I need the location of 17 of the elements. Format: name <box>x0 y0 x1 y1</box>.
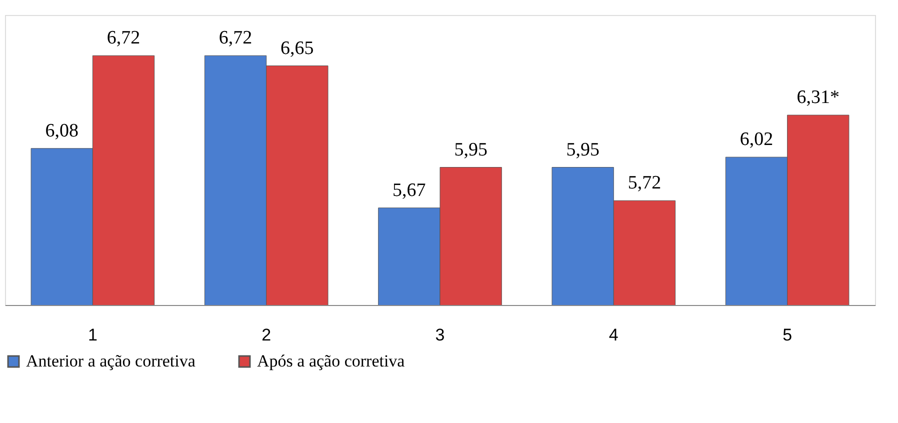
data-label: 6,65 <box>280 38 314 59</box>
data-label: 6,08 <box>45 120 78 142</box>
x-tick-label: 2 <box>262 326 272 344</box>
legend-label: Anterior a ação corretiva <box>26 352 196 371</box>
data-label: 6,02 <box>740 129 774 150</box>
x-tick-label: 1 <box>88 326 98 344</box>
data-label: 5,95 <box>566 139 600 160</box>
data-label: 5,72 <box>628 172 662 194</box>
data-label: 6,72 <box>218 28 252 49</box>
data-label: 5,67 <box>392 180 426 201</box>
x-tick-label: 5 <box>782 326 792 344</box>
data-label: 6,72 <box>106 28 140 49</box>
x-tick-label: 4 <box>608 326 618 344</box>
legend-label: Após a ação corretiva <box>257 352 406 371</box>
data-label: 5,95 <box>454 139 488 160</box>
x-tick-label: 3 <box>435 326 445 344</box>
data-label: 6,31* <box>796 87 840 108</box>
